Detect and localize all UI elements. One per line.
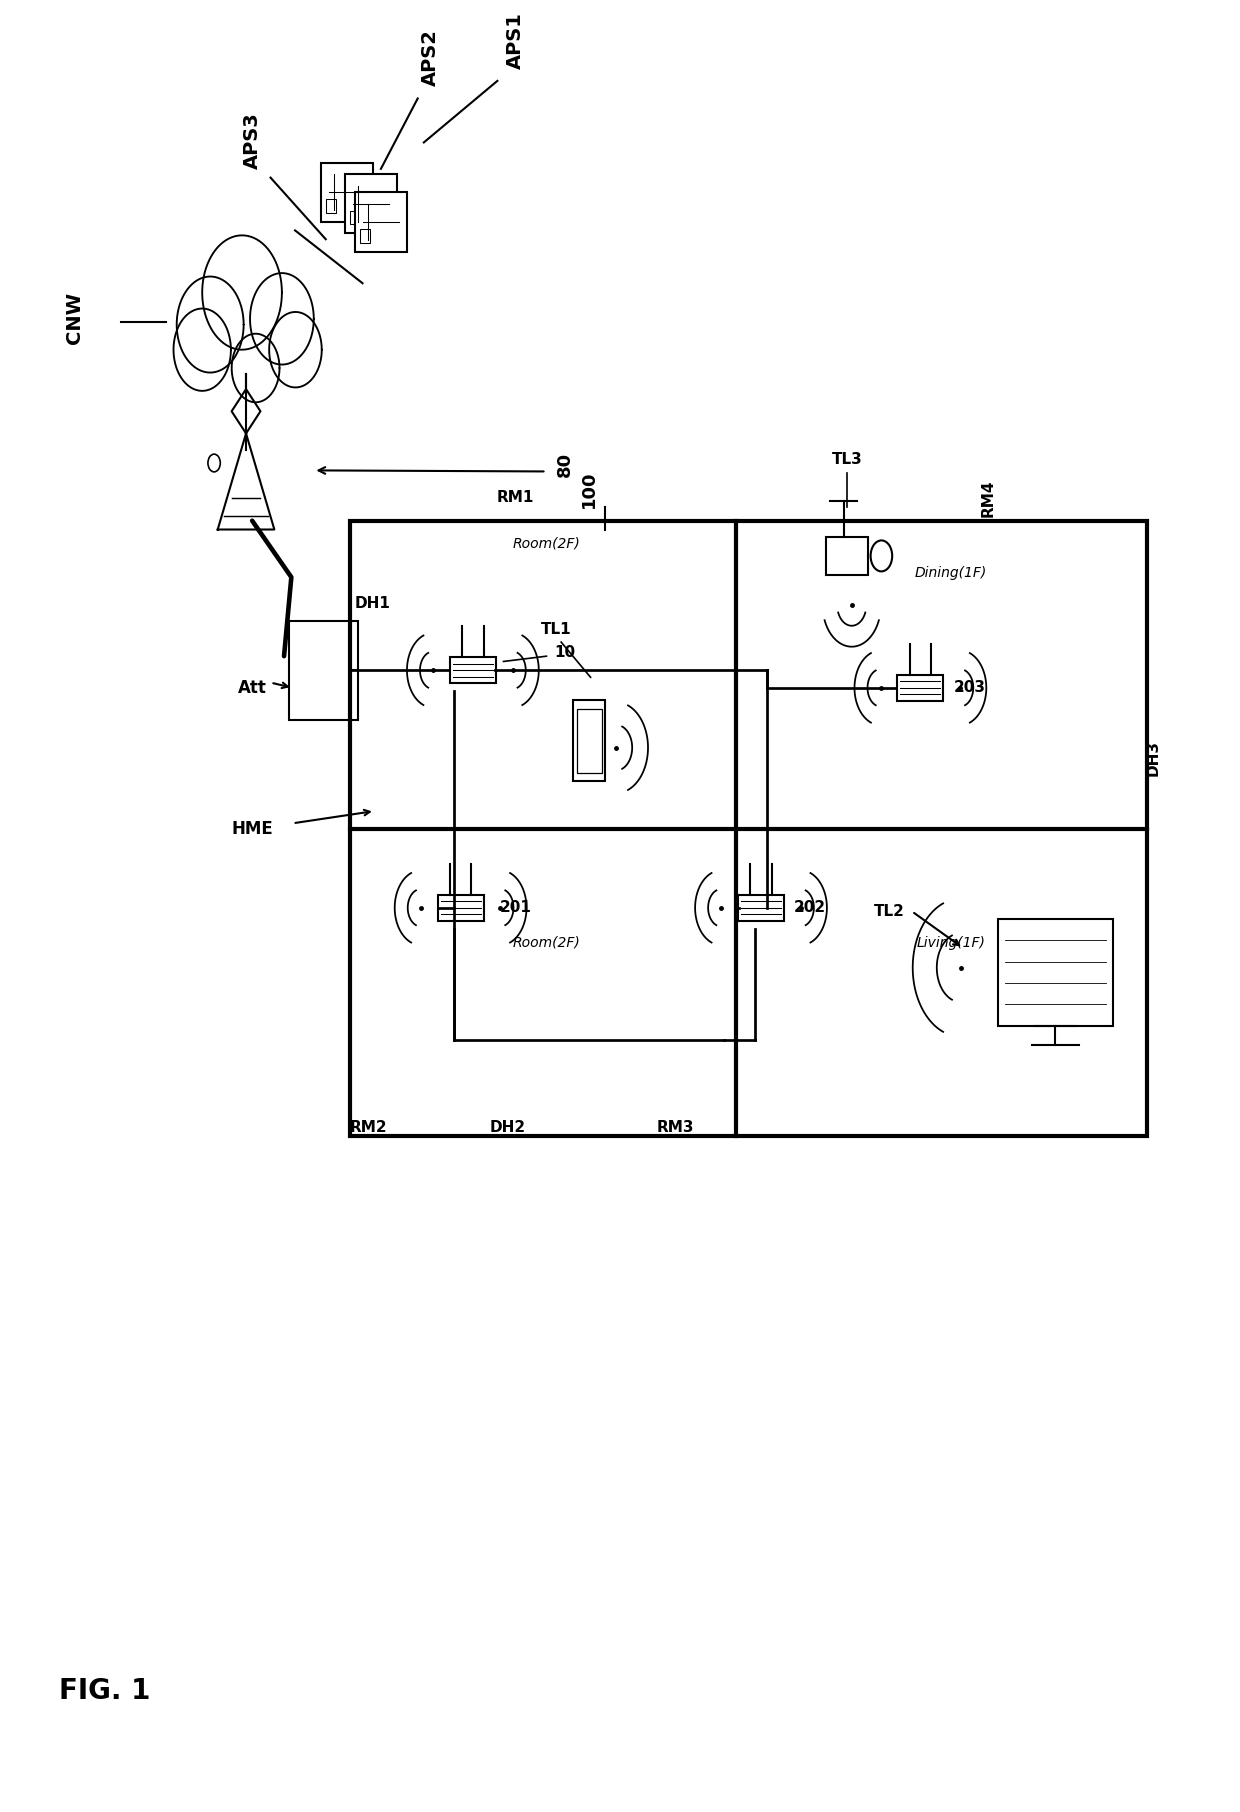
Text: CNW: CNW (64, 292, 84, 344)
Bar (326, 199, 336, 214)
Text: 100: 100 (580, 471, 599, 507)
Bar (738, 895, 784, 920)
Bar (350, 210, 360, 225)
Text: TL1: TL1 (541, 622, 572, 638)
Text: DH3: DH3 (1146, 741, 1161, 776)
Text: Dining(1F): Dining(1F) (915, 567, 987, 580)
Bar (577, 708, 601, 772)
Text: 201: 201 (500, 901, 532, 915)
Text: Room(2F): Room(2F) (512, 536, 580, 551)
Bar (998, 919, 1112, 1026)
Bar (289, 622, 357, 719)
Text: DH2: DH2 (489, 1120, 526, 1134)
Text: RM1: RM1 (497, 491, 534, 506)
Text: Att: Att (238, 680, 267, 698)
Bar (321, 163, 373, 223)
Bar (345, 174, 397, 234)
Text: RM4: RM4 (981, 478, 996, 516)
Bar (350, 520, 1147, 1136)
Bar (898, 674, 944, 701)
Text: 10: 10 (554, 645, 575, 660)
Text: HME: HME (232, 819, 273, 837)
Bar (450, 658, 496, 683)
Text: 203: 203 (954, 680, 986, 696)
Text: APS3: APS3 (243, 112, 262, 169)
Text: TL3: TL3 (832, 451, 862, 467)
Bar (573, 699, 605, 781)
Text: RM2: RM2 (350, 1120, 387, 1134)
Text: APS2: APS2 (420, 29, 439, 87)
Text: 202: 202 (794, 901, 826, 915)
Text: APS1: APS1 (506, 11, 526, 69)
Bar (826, 536, 868, 574)
Bar (361, 228, 370, 243)
Text: Room(2F): Room(2F) (512, 937, 580, 949)
Text: Living(1F): Living(1F) (916, 937, 986, 949)
Text: TL2: TL2 (874, 904, 905, 919)
Text: DH1: DH1 (355, 596, 391, 611)
Text: FIG. 1: FIG. 1 (60, 1676, 151, 1705)
Text: 80: 80 (556, 451, 574, 477)
Bar (438, 895, 484, 920)
Bar (355, 192, 407, 252)
Text: RM3: RM3 (656, 1120, 694, 1134)
